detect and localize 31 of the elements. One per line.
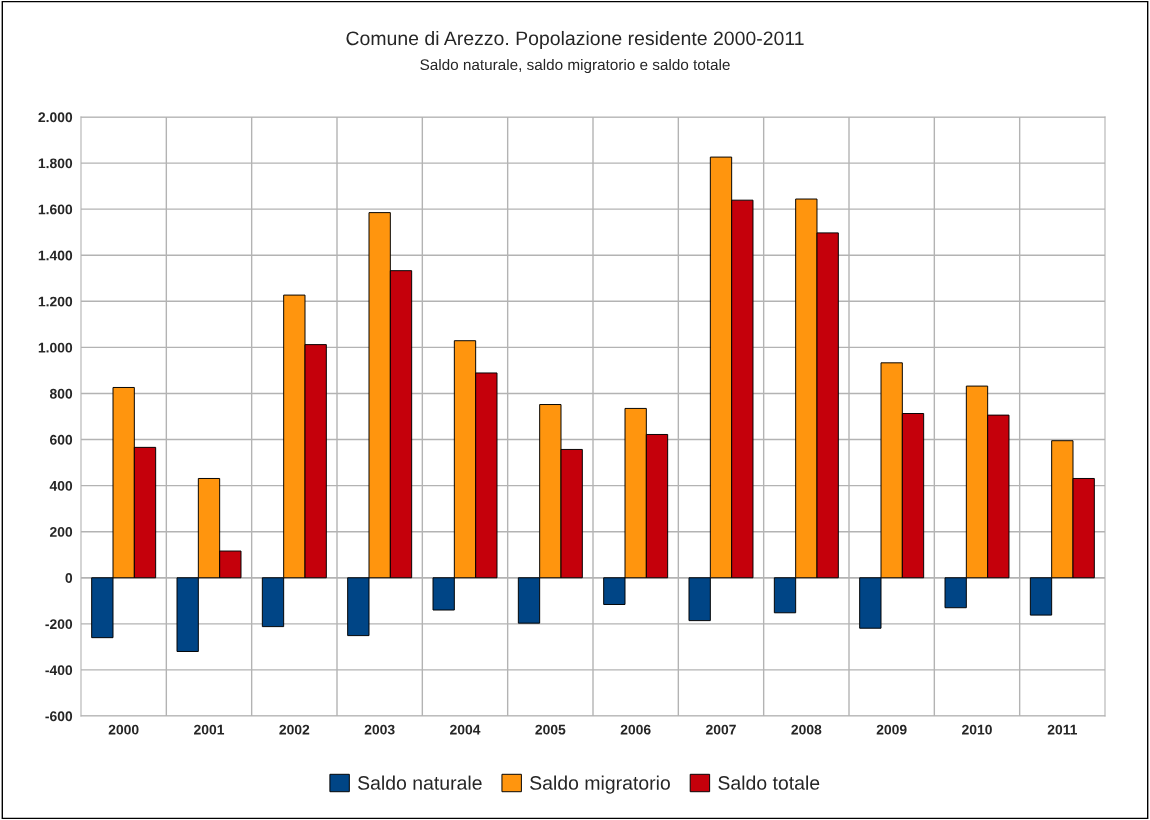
legend-label: Saldo naturale (358, 775, 482, 790)
y-tick-label: 400 (49, 480, 73, 491)
x-tick-label: 2004 (450, 724, 481, 735)
y-tick-label: 1.400 (38, 250, 73, 261)
y-tick-label: 800 (49, 388, 73, 399)
y-tick-label: -600 (45, 711, 73, 722)
x-tick-label: 2006 (620, 724, 651, 735)
x-tick-label: 2003 (364, 724, 395, 735)
chart-subtitle: Saldo naturale, saldo migratorio e saldo totale (420, 58, 730, 74)
y-tick-label: 200 (49, 527, 73, 537)
chart-title: Comune di Arezzo. Popolazione residente 2000-2011 (346, 30, 804, 50)
x-tick-label: 2002 (279, 724, 310, 735)
x-tick-label: 2009 (876, 724, 907, 735)
y-tick-label: 0 (65, 573, 73, 583)
y-tick-label: -400 (45, 665, 73, 676)
x-tick-label: 2010 (962, 724, 992, 735)
y-tick-label: 1.200 (38, 296, 73, 307)
y-tick-label: 1.800 (38, 158, 73, 169)
x-tick-label: 2007 (706, 724, 736, 735)
x-tick-label: 2008 (791, 724, 822, 735)
x-tick-label: 2000 (108, 724, 139, 735)
x-tick-label: 2005 (535, 724, 566, 735)
y-tick-label: 1.600 (38, 204, 73, 215)
legend-label: Saldo migratorio (530, 775, 670, 794)
y-tick-label: 1.000 (38, 342, 73, 353)
x-tick-label: 2011 (1047, 724, 1078, 735)
y-tick-label: -200 (45, 619, 73, 630)
legend-label: Saldo totale (718, 775, 820, 790)
x-tick-label: 2001 (194, 724, 225, 735)
y-tick-label: 2.000 (38, 112, 73, 123)
y-tick-label: 600 (50, 434, 73, 445)
